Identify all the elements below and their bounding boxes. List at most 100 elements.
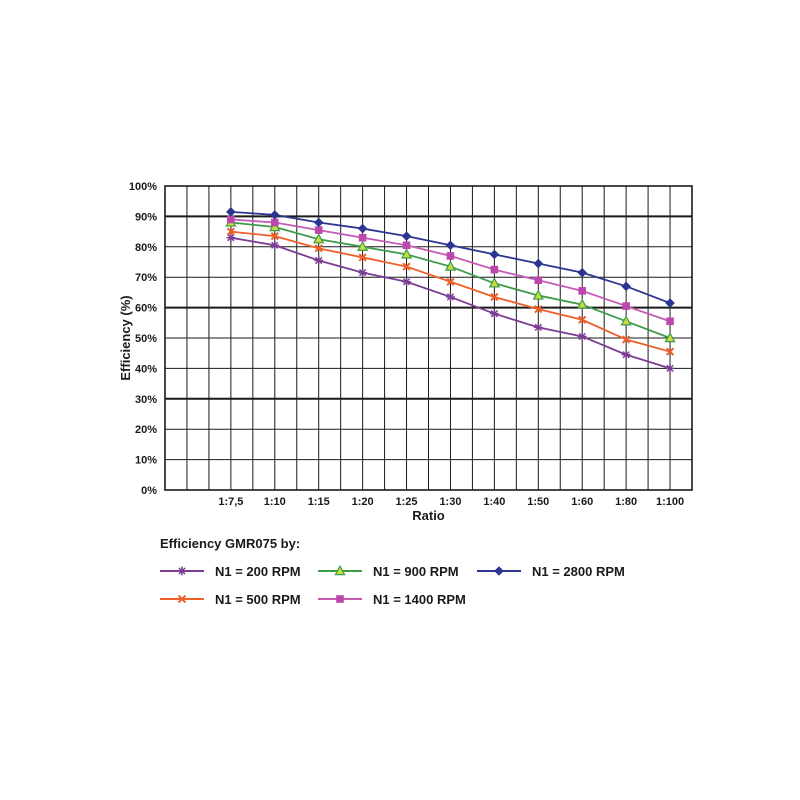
legend-item-label: N1 = 500 RPM bbox=[215, 591, 301, 607]
marker-star bbox=[177, 566, 187, 576]
marker-square bbox=[534, 276, 543, 285]
marker-star bbox=[665, 364, 675, 373]
marker-star bbox=[621, 350, 631, 360]
marker-star bbox=[358, 268, 368, 278]
y-axis-tick-label: 50% bbox=[135, 333, 157, 345]
marker-x bbox=[314, 244, 323, 253]
marker-diamond bbox=[226, 207, 236, 217]
legend-marker-sample bbox=[477, 566, 521, 576]
legend-marker-sample bbox=[160, 594, 204, 604]
marker-triangle bbox=[444, 260, 457, 271]
x-axis-tick-label: 1:20 bbox=[352, 496, 374, 508]
marker-square bbox=[402, 241, 411, 250]
y-axis-tick-label: 80% bbox=[135, 242, 157, 254]
legend-item-label: N1 = 2800 RPM bbox=[532, 563, 625, 579]
y-axis-tick-label: 10% bbox=[135, 455, 157, 467]
marker-triangle bbox=[620, 315, 632, 326]
marker-x bbox=[226, 227, 235, 236]
legend-marker-sample bbox=[318, 564, 362, 576]
legend-marker-sample bbox=[318, 595, 362, 603]
marker-triangle bbox=[532, 289, 544, 300]
legend-item-label: N1 = 200 RPM bbox=[215, 563, 301, 579]
marker-x bbox=[177, 594, 187, 604]
marker-square bbox=[358, 233, 367, 242]
plot-border bbox=[164, 185, 693, 491]
marker-star bbox=[577, 332, 587, 341]
y-axis-tick-label: 70% bbox=[135, 272, 157, 284]
marker-diamond bbox=[533, 258, 544, 269]
marker-square bbox=[622, 302, 630, 310]
marker-x bbox=[446, 277, 455, 286]
marker-diamond bbox=[494, 566, 504, 576]
y-axis-tick-label: 0% bbox=[141, 485, 157, 497]
marker-star bbox=[226, 233, 236, 243]
y-axis-tick-label: 90% bbox=[135, 211, 157, 223]
marker-x bbox=[665, 347, 675, 356]
y-axis-tick-label: 100% bbox=[129, 181, 157, 193]
x-axis-tick-label: 1:10 bbox=[264, 496, 286, 508]
legend-item: N1 = 200 RPM bbox=[160, 563, 301, 579]
marker-star bbox=[446, 292, 455, 302]
marker-square bbox=[578, 287, 587, 295]
marker-diamond bbox=[401, 231, 412, 241]
x-axis-tick-label: 1:50 bbox=[527, 496, 549, 508]
marker-triangle bbox=[400, 248, 413, 259]
marker-triangle bbox=[357, 240, 369, 251]
y-axis-tick-label: 20% bbox=[135, 424, 157, 436]
x-axis-tick-label: 1:40 bbox=[483, 496, 505, 508]
x-axis-tick-label: 1:80 bbox=[615, 496, 637, 508]
y-axis-tick-label: 60% bbox=[135, 303, 157, 315]
marker-x bbox=[622, 335, 631, 344]
x-axis-title: Ratio bbox=[412, 508, 445, 523]
y-axis-tick-label: 40% bbox=[135, 363, 157, 375]
x-axis-tick-label: 1:100 bbox=[656, 496, 684, 508]
marker-x bbox=[270, 232, 279, 241]
y-axis-title: Efficiency (%) bbox=[118, 295, 133, 380]
marker-diamond bbox=[445, 240, 456, 251]
marker-triangle bbox=[334, 564, 346, 576]
marker-star bbox=[533, 322, 543, 332]
marker-diamond bbox=[621, 281, 631, 292]
marker-triangle bbox=[664, 331, 676, 343]
y-axis-tick-label: 30% bbox=[135, 394, 157, 406]
legend-item-label: N1 = 1400 RPM bbox=[373, 591, 466, 607]
legend-item-label: N1 = 900 RPM bbox=[373, 563, 459, 579]
marker-square bbox=[666, 317, 674, 326]
marker-diamond bbox=[577, 267, 588, 278]
marker-x bbox=[534, 305, 543, 314]
marker-square bbox=[314, 226, 323, 234]
legend-title: Efficiency GMR075 by: bbox=[160, 536, 301, 551]
marker-x bbox=[578, 315, 587, 324]
marker-star bbox=[314, 256, 324, 265]
marker-square bbox=[446, 252, 455, 260]
marker-triangle bbox=[488, 277, 500, 288]
marker-triangle bbox=[269, 220, 281, 232]
marker-square bbox=[227, 215, 235, 224]
x-axis-tick-label: 1:25 bbox=[396, 496, 418, 508]
legend-item: N1 = 2800 RPM bbox=[477, 563, 625, 579]
marker-star bbox=[270, 240, 280, 250]
marker-x bbox=[358, 253, 367, 262]
marker-square bbox=[490, 265, 499, 274]
marker-diamond bbox=[489, 249, 500, 260]
legend-marker-sample bbox=[160, 566, 204, 576]
marker-diamond bbox=[357, 223, 368, 234]
marker-star bbox=[402, 277, 411, 287]
marker-x bbox=[402, 262, 411, 271]
marker-square bbox=[270, 218, 279, 227]
x-axis-tick-label: 1:30 bbox=[439, 496, 461, 508]
marker-diamond bbox=[313, 217, 324, 228]
x-axis-tick-label: 1:15 bbox=[308, 496, 330, 508]
marker-triangle bbox=[313, 233, 325, 244]
legend-item: N1 = 1400 RPM bbox=[318, 591, 466, 607]
marker-diamond bbox=[665, 298, 675, 308]
x-axis-tick-label: 1:7,5 bbox=[218, 496, 243, 508]
legend-item: N1 = 900 RPM bbox=[318, 563, 459, 579]
legend-item: N1 = 500 RPM bbox=[160, 591, 301, 607]
marker-square bbox=[336, 595, 344, 603]
marker-x bbox=[490, 292, 499, 302]
marker-triangle bbox=[576, 298, 588, 309]
marker-diamond bbox=[269, 210, 280, 220]
